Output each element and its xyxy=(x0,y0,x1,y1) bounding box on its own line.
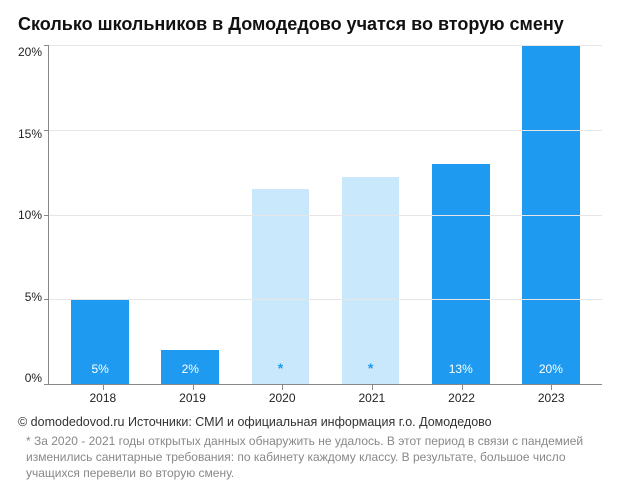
y-tick-label: 5% xyxy=(25,290,42,304)
chart-area: 20% 15% 10% 5% 0% 5% 2% * * 13% 20% xyxy=(18,45,602,385)
y-tick-label: 15% xyxy=(18,127,42,141)
y-tick-label: 20% xyxy=(18,45,42,59)
bar: 5% xyxy=(71,299,129,384)
bar-value-label: 20% xyxy=(539,362,563,376)
x-tick-label: 2022 xyxy=(417,385,507,405)
x-axis: 201820192020202120222023 xyxy=(52,385,602,405)
bar-value-label: 5% xyxy=(91,362,108,376)
bar-asterisk: * xyxy=(278,360,283,376)
gridline xyxy=(49,299,602,300)
bar: 13% xyxy=(432,164,490,384)
source-line: © domodedovod.ru Источники: СМИ и официа… xyxy=(18,415,602,429)
bar-value-label: 13% xyxy=(449,362,473,376)
x-tick-label: 2018 xyxy=(58,385,148,405)
bar: * xyxy=(342,177,400,384)
y-tick-label: 10% xyxy=(18,208,42,222)
y-tick-label: 0% xyxy=(25,371,42,385)
y-tick-mark xyxy=(44,215,49,216)
footnote: * За 2020 - 2021 годы открытых данных об… xyxy=(18,433,602,482)
gridline xyxy=(49,215,602,216)
y-tick-mark xyxy=(44,45,49,46)
y-tick-mark xyxy=(44,130,49,131)
bar: * xyxy=(252,189,310,384)
bar: 2% xyxy=(161,350,219,384)
y-tick-mark xyxy=(44,299,49,300)
plot-area: 5% 2% * * 13% 20% xyxy=(48,45,602,385)
x-tick-label: 2020 xyxy=(237,385,327,405)
gridline xyxy=(49,45,602,46)
bar-value-label: 2% xyxy=(182,362,199,376)
chart-title: Сколько школьников в Домодедово учатся в… xyxy=(18,14,602,35)
x-tick-label: 2023 xyxy=(506,385,596,405)
gridline xyxy=(49,130,602,131)
bar-asterisk: * xyxy=(368,360,373,376)
y-tick-mark xyxy=(44,384,49,385)
x-tick-label: 2021 xyxy=(327,385,417,405)
x-tick-label: 2019 xyxy=(148,385,238,405)
